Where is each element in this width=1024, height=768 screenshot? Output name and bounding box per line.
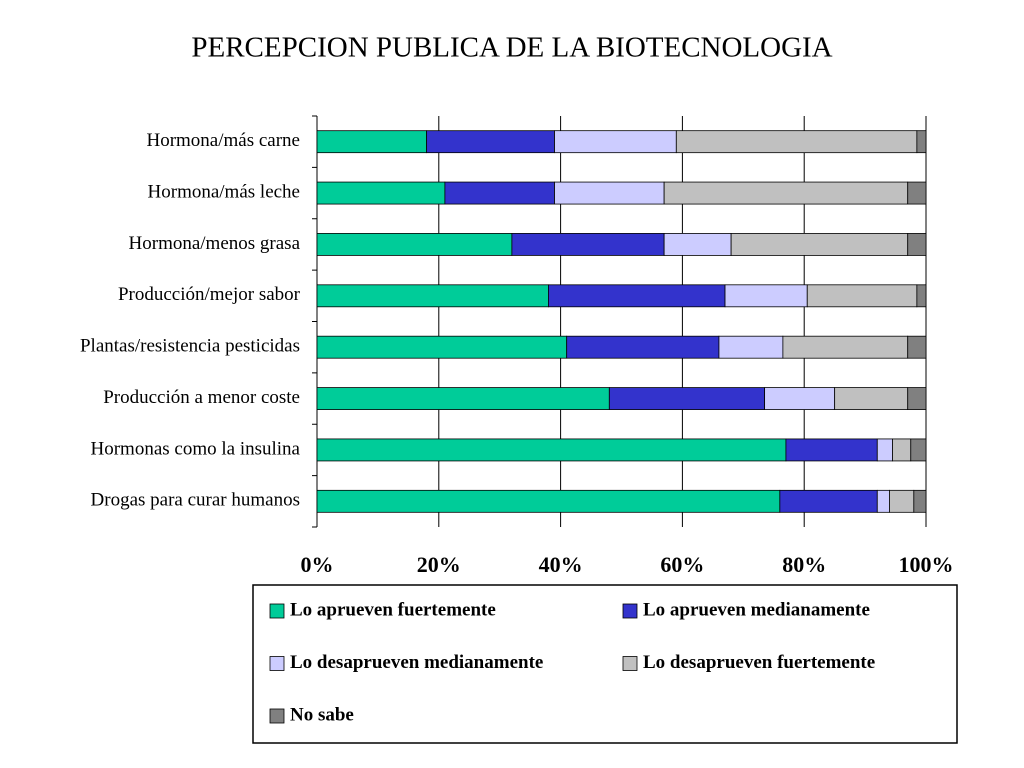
x-tick-label: 80%	[782, 552, 826, 577]
legend-label: Lo desaprueven medianamente	[290, 652, 543, 673]
y-tick-label: Hormona/menos grasa	[129, 233, 301, 254]
bar-segment	[910, 438, 927, 462]
bar-segment	[730, 233, 909, 256]
bar-segment	[834, 387, 909, 410]
bar-segment	[764, 387, 836, 410]
bar-segment	[889, 489, 915, 513]
bar-segment	[566, 335, 720, 359]
x-tick-label: 0%	[301, 552, 334, 577]
bar-segment	[316, 438, 787, 462]
bar-segment	[316, 130, 428, 154]
bar-segment	[724, 284, 808, 308]
legend-swatch	[269, 603, 285, 619]
bar-segment	[316, 387, 610, 410]
y-tick-label: Hormona/más carne	[146, 130, 300, 151]
legend-label: Lo desaprueven fuertemente	[643, 652, 875, 673]
legend-label: Lo aprueven medianamente	[643, 599, 870, 620]
bar-segment	[316, 489, 781, 513]
bar-segment	[916, 130, 927, 154]
bar-segment	[316, 181, 446, 205]
bar-segment	[608, 387, 766, 410]
legend-swatch	[269, 708, 285, 724]
y-tick-label: Plantas/resistencia pesticidas	[80, 336, 300, 357]
bar-segment	[907, 233, 927, 256]
legend-swatch	[622, 603, 638, 619]
bar-segment	[892, 438, 912, 462]
y-tick-label: Hormona/más leche	[148, 181, 300, 202]
bar-segment	[876, 489, 890, 513]
bar-segment	[779, 489, 878, 513]
bar-segment	[907, 387, 927, 410]
bar-segment	[663, 233, 732, 256]
legend-box	[252, 584, 958, 744]
bar-segment	[876, 438, 893, 462]
x-tick-label: 40%	[539, 552, 583, 577]
bar-segment	[782, 335, 909, 359]
legend-label: No sabe	[290, 704, 354, 725]
x-tick-label: 20%	[417, 552, 461, 577]
bar-segment	[907, 181, 927, 205]
bar-segment	[511, 233, 665, 256]
bar-segment	[316, 284, 549, 308]
bar-segment	[806, 284, 918, 308]
bar-segment	[675, 130, 918, 154]
legend-swatch	[269, 656, 285, 671]
bar-segment	[554, 181, 665, 205]
bar-segment	[316, 233, 513, 256]
bar-segment	[913, 489, 927, 513]
bar-segment	[316, 335, 568, 359]
bar-segment	[663, 181, 909, 205]
y-tick-label: Drogas para curar humanos	[91, 490, 300, 511]
y-tick-label: Producción/mejor sabor	[118, 284, 301, 305]
bar-segment	[554, 130, 677, 154]
x-tick-label: 100%	[899, 552, 954, 577]
bar-segment	[718, 335, 784, 359]
chart-title: PERCEPCION PUBLICA DE LA BIOTECNOLOGIA	[191, 32, 832, 64]
legend-label: Lo aprueven fuertemente	[290, 599, 496, 620]
bar-segment	[548, 284, 726, 308]
bar-segment	[426, 130, 555, 154]
y-tick-label: Producción a menor coste	[103, 387, 300, 408]
bar-segment	[907, 335, 927, 359]
bar-segment	[444, 181, 555, 205]
y-tick-label: Hormonas como la insulina	[91, 438, 301, 459]
legend-swatch	[622, 656, 638, 671]
bar-segment	[916, 284, 927, 308]
bar-segment	[785, 438, 878, 462]
x-tick-label: 60%	[660, 552, 704, 577]
